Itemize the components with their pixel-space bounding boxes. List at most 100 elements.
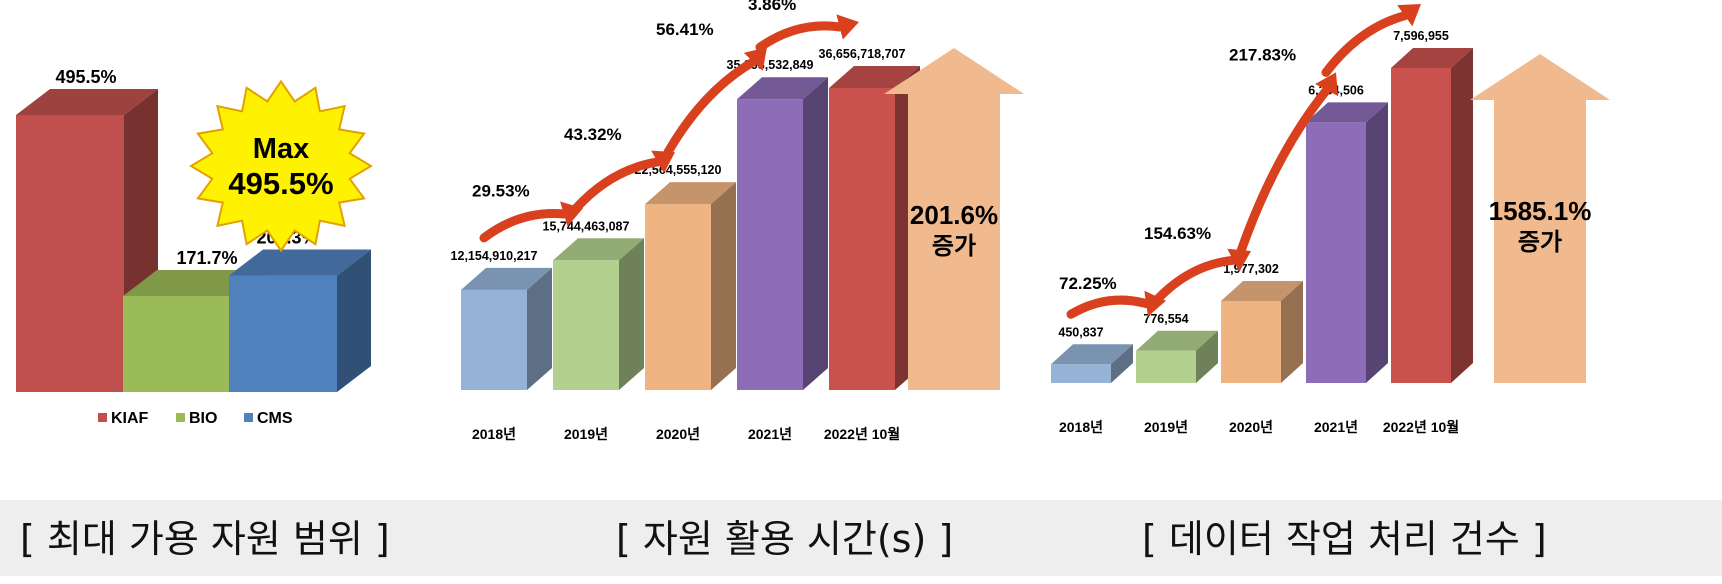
data-jobs-growth-arrow-1 [1151, 248, 1251, 306]
resource-time-bar-4 [829, 66, 920, 390]
legend-label-bio: BIO [189, 410, 217, 427]
data-jobs-growth-arrow-0 [1066, 290, 1166, 319]
data-jobs-bar-2 [1221, 281, 1303, 383]
resource-time-growth-arrow-0-shaft [479, 209, 569, 243]
legend-label-cms: CMS [257, 410, 293, 427]
resource-time-total-arrow [884, 48, 1024, 390]
data-jobs-bar-3 [1306, 102, 1388, 383]
resource-time-bar-3 [737, 77, 828, 390]
resource-time-growth-label-1: 43.32% [564, 125, 622, 144]
data-jobs-growth-arrow-2-shaft [1236, 85, 1332, 256]
data-jobs-bar-3-side [1366, 102, 1388, 383]
data-jobs-growth-arrow-2 [1236, 72, 1339, 256]
bar-kiaf-front [16, 115, 124, 392]
bar-bio-front [123, 296, 231, 392]
data-jobs-bar-0 [1051, 344, 1133, 383]
resource-time-bar-4-front [829, 88, 895, 390]
data-label-bio: 171.7% [176, 248, 237, 268]
resource-time-bar-2 [645, 182, 736, 390]
resource-time-growth-arrow-3-head [836, 14, 859, 40]
resource-time-total-pct: 201.6% [910, 200, 998, 230]
chart-resource-time: 12,154,910,2172018년15,744,463,0872019년22… [451, 0, 1024, 442]
resource-time-growth-label-2: 56.41% [656, 20, 714, 39]
data-jobs-growth-arrow-2-head [1315, 72, 1339, 97]
resource-time-growth-arrow-3 [755, 14, 859, 52]
resource-time-bar-3-top [737, 77, 828, 100]
data-jobs-bar-2-top [1221, 281, 1303, 302]
data-jobs-bar-4 [1391, 48, 1473, 383]
bar-cms-front [229, 275, 337, 392]
resource-time-bar-1 [553, 238, 644, 390]
data-jobs-bar-1-side [1196, 330, 1218, 383]
resource-time-growth-arrow-1-shaft [571, 157, 663, 213]
data-jobs-bar-4-side [1451, 48, 1473, 383]
resource-time-bar-1-front [553, 260, 619, 390]
data-jobs-bar-0-side [1111, 344, 1133, 383]
callout-line2: 495.5% [228, 166, 333, 201]
legend-swatch-kiaf [98, 413, 107, 422]
data-jobs-x-tick-2: 2020년 [1229, 419, 1273, 435]
caption-band [0, 500, 1722, 576]
data-jobs-x-tick-3: 2021년 [1314, 419, 1358, 435]
resource-time-bar-0-front [461, 289, 527, 390]
resource-time-growth-arrow-2-shaft [663, 57, 758, 157]
resource-time-bar-1-top [553, 238, 644, 261]
data-jobs-bar-2-front [1221, 301, 1281, 383]
data-jobs-growth-arrow-3-shaft [1321, 11, 1410, 77]
resource-time-x-tick-1: 2019년 [564, 426, 608, 442]
resource-time-bar-0 [461, 267, 552, 390]
data-label-kiaf: 495.5% [55, 67, 116, 87]
data-jobs-bar-0-top [1051, 344, 1133, 365]
chart-data-jobs: 450,8372018년776,5542019년1,977,3022020년6,… [1051, 4, 1610, 435]
data-jobs-growth-arrow-3-head [1397, 4, 1421, 27]
resource-time-growth-arrow-2-head [743, 47, 767, 71]
data-jobs-growth-arrow-1-shaft [1151, 255, 1238, 306]
resource-time-growth-label-3: 3.86% [748, 0, 796, 14]
legend-label-kiaf: KIAF [111, 410, 149, 427]
data-jobs-total-word: 증가 [1518, 228, 1562, 256]
bar-cms-top [229, 249, 371, 276]
legend: KIAF BIO CMS [98, 410, 293, 427]
bar-kiaf-top [16, 89, 158, 115]
caption-max-resource: [ 최대 가용 자원 범위 ] [20, 517, 390, 561]
data-jobs-bar-1-top [1136, 330, 1218, 351]
resource-time-growth-label-0: 29.53% [472, 181, 530, 200]
data-jobs-bar-1-front [1136, 350, 1196, 383]
data-jobs-bar-2-side [1281, 281, 1303, 383]
resource-time-x-tick-3: 2021년 [748, 426, 792, 442]
resource-time-bar-3-side [803, 77, 828, 390]
resource-time-x-tick-2: 2020년 [656, 426, 700, 442]
resource-time-bar-1-side [619, 238, 644, 390]
data-jobs-x-tick-1: 2019년 [1144, 419, 1188, 435]
data-jobs-growth-label-0: 72.25% [1059, 274, 1117, 293]
caption-data-jobs: [ 데이터 작업 처리 건수 ] [1142, 517, 1547, 561]
resource-time-value-label-0: 12,154,910,217 [451, 249, 538, 263]
data-jobs-total-arrow [1470, 54, 1610, 383]
resource-time-total-word: 증가 [932, 232, 976, 260]
resource-time-value-label-4: 36,656,718,707 [819, 47, 906, 61]
resource-time-bar-2-side [711, 182, 736, 390]
data-jobs-growth-arrow-3 [1321, 4, 1421, 77]
resource-time-x-tick-0: 2018년 [472, 426, 516, 442]
resource-time-growth-arrow-2 [663, 47, 767, 157]
bar-cms-side [337, 249, 371, 392]
callout-line1: Max [253, 133, 309, 165]
resource-time-bar-0-side [527, 267, 552, 390]
caption-resource-time: [ 자원 활용 시간(s) ] [616, 517, 954, 561]
resource-time-bar-4-top [829, 66, 920, 88]
data-jobs-growth-label-2: 217.83% [1229, 45, 1296, 64]
data-jobs-growth-label-1: 154.63% [1144, 224, 1211, 243]
resource-time-bar-0-top [461, 267, 552, 290]
resource-time-bar-2-top [645, 182, 736, 205]
data-jobs-bar-4-top [1391, 48, 1473, 68]
data-jobs-value-label-0: 450,837 [1058, 325, 1103, 339]
starburst-callout-shape [189, 79, 373, 253]
data-jobs-bar-3-top [1306, 102, 1388, 123]
legend-swatch-cms [244, 413, 253, 422]
data-jobs-bar-0-front [1051, 364, 1111, 383]
data-jobs-bar-3-front [1306, 122, 1366, 383]
resource-time-x-tick-4: 2022년 10월 [824, 426, 900, 442]
resource-time-bar-3-front [737, 99, 803, 390]
